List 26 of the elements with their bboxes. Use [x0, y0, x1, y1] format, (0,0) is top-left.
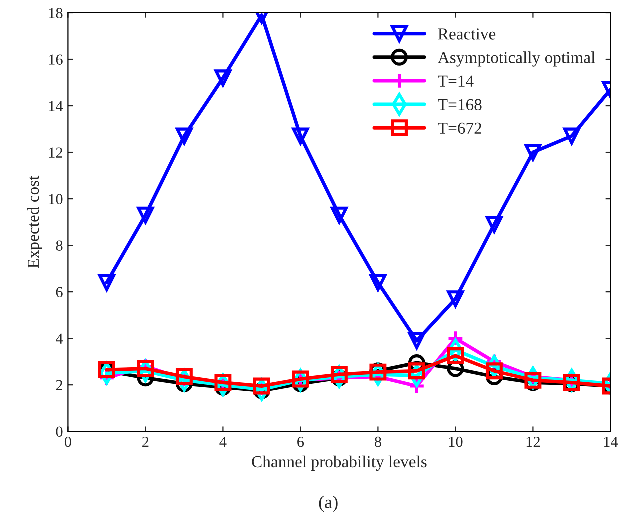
x-tick-label: 6 [298, 436, 304, 448]
y-axis-title: Expected cost [27, 176, 43, 268]
legend-label: Reactive [438, 28, 496, 40]
y-tick-label: 14 [49, 101, 64, 112]
y-tick-label: 2 [56, 380, 62, 390]
y-tick-label: 10 [49, 194, 63, 204]
y-tick-label: 16 [49, 54, 63, 65]
y-tick-label: 12 [49, 148, 62, 158]
x-tick-label: 8 [374, 436, 382, 448]
legend-label: T=14 [438, 76, 474, 87]
text: (a) [319, 496, 338, 512]
x-axis-title: Channel probability levels [252, 456, 427, 472]
y-tick-label: 18 [49, 8, 63, 18]
y-tick-label: 0 [56, 426, 63, 438]
legend-label: T=672 [438, 122, 482, 134]
legend-label: Asymptotically optimal [438, 52, 596, 67]
x-tick-label: 0 [64, 436, 72, 448]
y-tick-label: 4 [56, 334, 64, 344]
x-tick-label: 2 [142, 436, 149, 448]
legend-label: T=168 [438, 99, 482, 111]
x-tick-label: 10 [449, 436, 463, 448]
y-tick-label: 6 [56, 287, 63, 298]
y-tick-label: 8 [56, 240, 63, 252]
x-tick-label: 4 [220, 437, 227, 448]
x-tick-label: 12 [526, 436, 540, 448]
x-tick-label: 14 [604, 436, 618, 448]
